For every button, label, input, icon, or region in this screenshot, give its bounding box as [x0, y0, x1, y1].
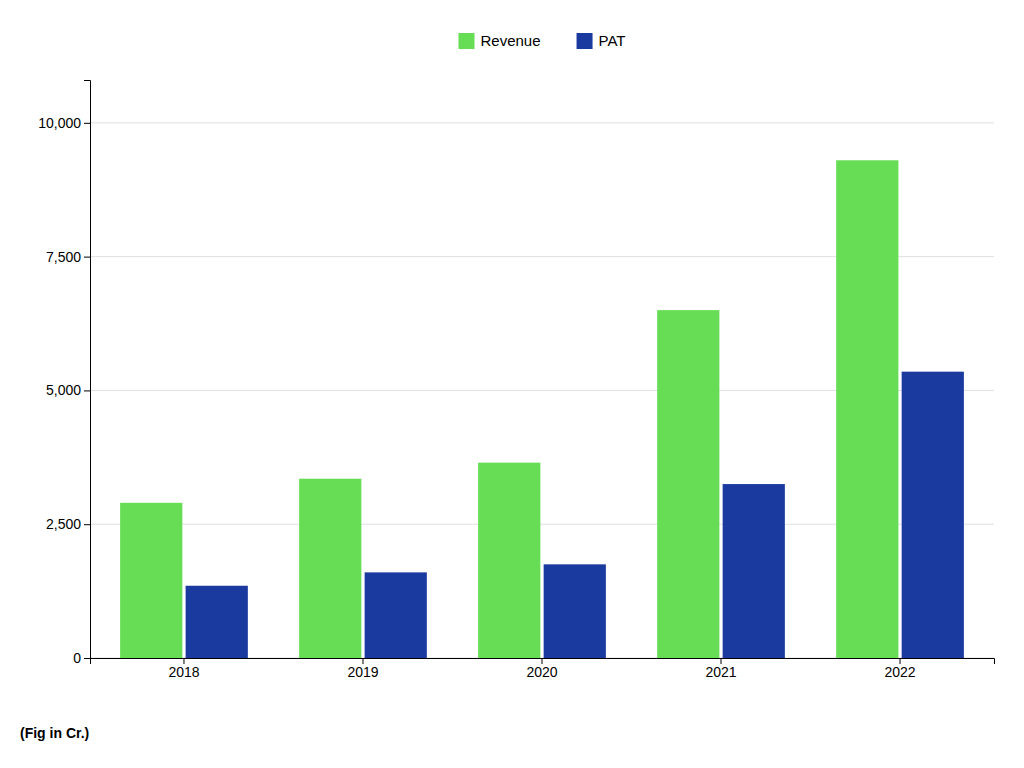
tick: 2020: [526, 658, 557, 680]
tick-mark: [84, 257, 90, 258]
legend-label: PAT: [599, 32, 626, 49]
tick-label: 2021: [705, 664, 736, 680]
legend: Revenue PAT: [459, 32, 626, 49]
bar: [723, 484, 785, 658]
bar-series: [120, 160, 898, 658]
legend-item: Revenue: [459, 32, 541, 49]
bar: [365, 572, 427, 658]
tick: 7,500: [46, 249, 90, 265]
tick-label: 10,000: [38, 115, 81, 131]
bar-series: [186, 372, 964, 658]
tick-label: 2020: [526, 664, 557, 680]
tick-mark: [84, 658, 90, 659]
tick: 2,500: [46, 516, 90, 532]
grid: [90, 123, 994, 658]
tick-label: 2022: [884, 664, 915, 680]
legend-swatch: [577, 33, 593, 49]
bar: [836, 160, 898, 658]
legend-swatch: [459, 33, 475, 49]
tick-label: 0: [73, 650, 81, 666]
tick-label: 2019: [347, 664, 378, 680]
legend-label: Revenue: [481, 32, 541, 49]
plot-area: 02,5005,0007,50010,000201820192020202120…: [38, 81, 994, 680]
tick-label: 7,500: [46, 249, 81, 265]
bar: [902, 372, 964, 658]
bar: [186, 586, 248, 658]
y-label: (Fig in Cr.): [20, 725, 89, 741]
tick: 2022: [884, 658, 915, 680]
tick: 2018: [168, 658, 199, 680]
y-axis: 0 2,500 5,000 7,500 10,000: [38, 81, 90, 666]
tick: 10,000: [38, 115, 90, 131]
tick: 2021: [705, 658, 736, 680]
bars: [120, 160, 964, 658]
tick-label: 5,000: [46, 382, 81, 398]
bar: [120, 503, 182, 658]
axis-domain: [84, 81, 91, 659]
bar: [544, 564, 606, 658]
bar: [478, 463, 540, 658]
tick-label: 2018: [168, 664, 199, 680]
tick-mark: [84, 524, 90, 525]
tick-mark: [84, 390, 90, 391]
tick: 2019: [347, 658, 378, 680]
tick: 5,000: [46, 382, 90, 398]
bar: [657, 310, 719, 658]
tick-label: 2,500: [46, 516, 81, 532]
chart-svg: 02,5005,0007,50010,000201820192020202120…: [0, 0, 1024, 768]
tick: 0: [73, 650, 90, 666]
grid-line: [90, 122, 994, 123]
tick-mark: [84, 123, 90, 124]
legend-item: PAT: [577, 32, 626, 49]
bar: [299, 479, 361, 658]
x-axis: 2018 2019 2020 2021 2022: [91, 658, 995, 680]
